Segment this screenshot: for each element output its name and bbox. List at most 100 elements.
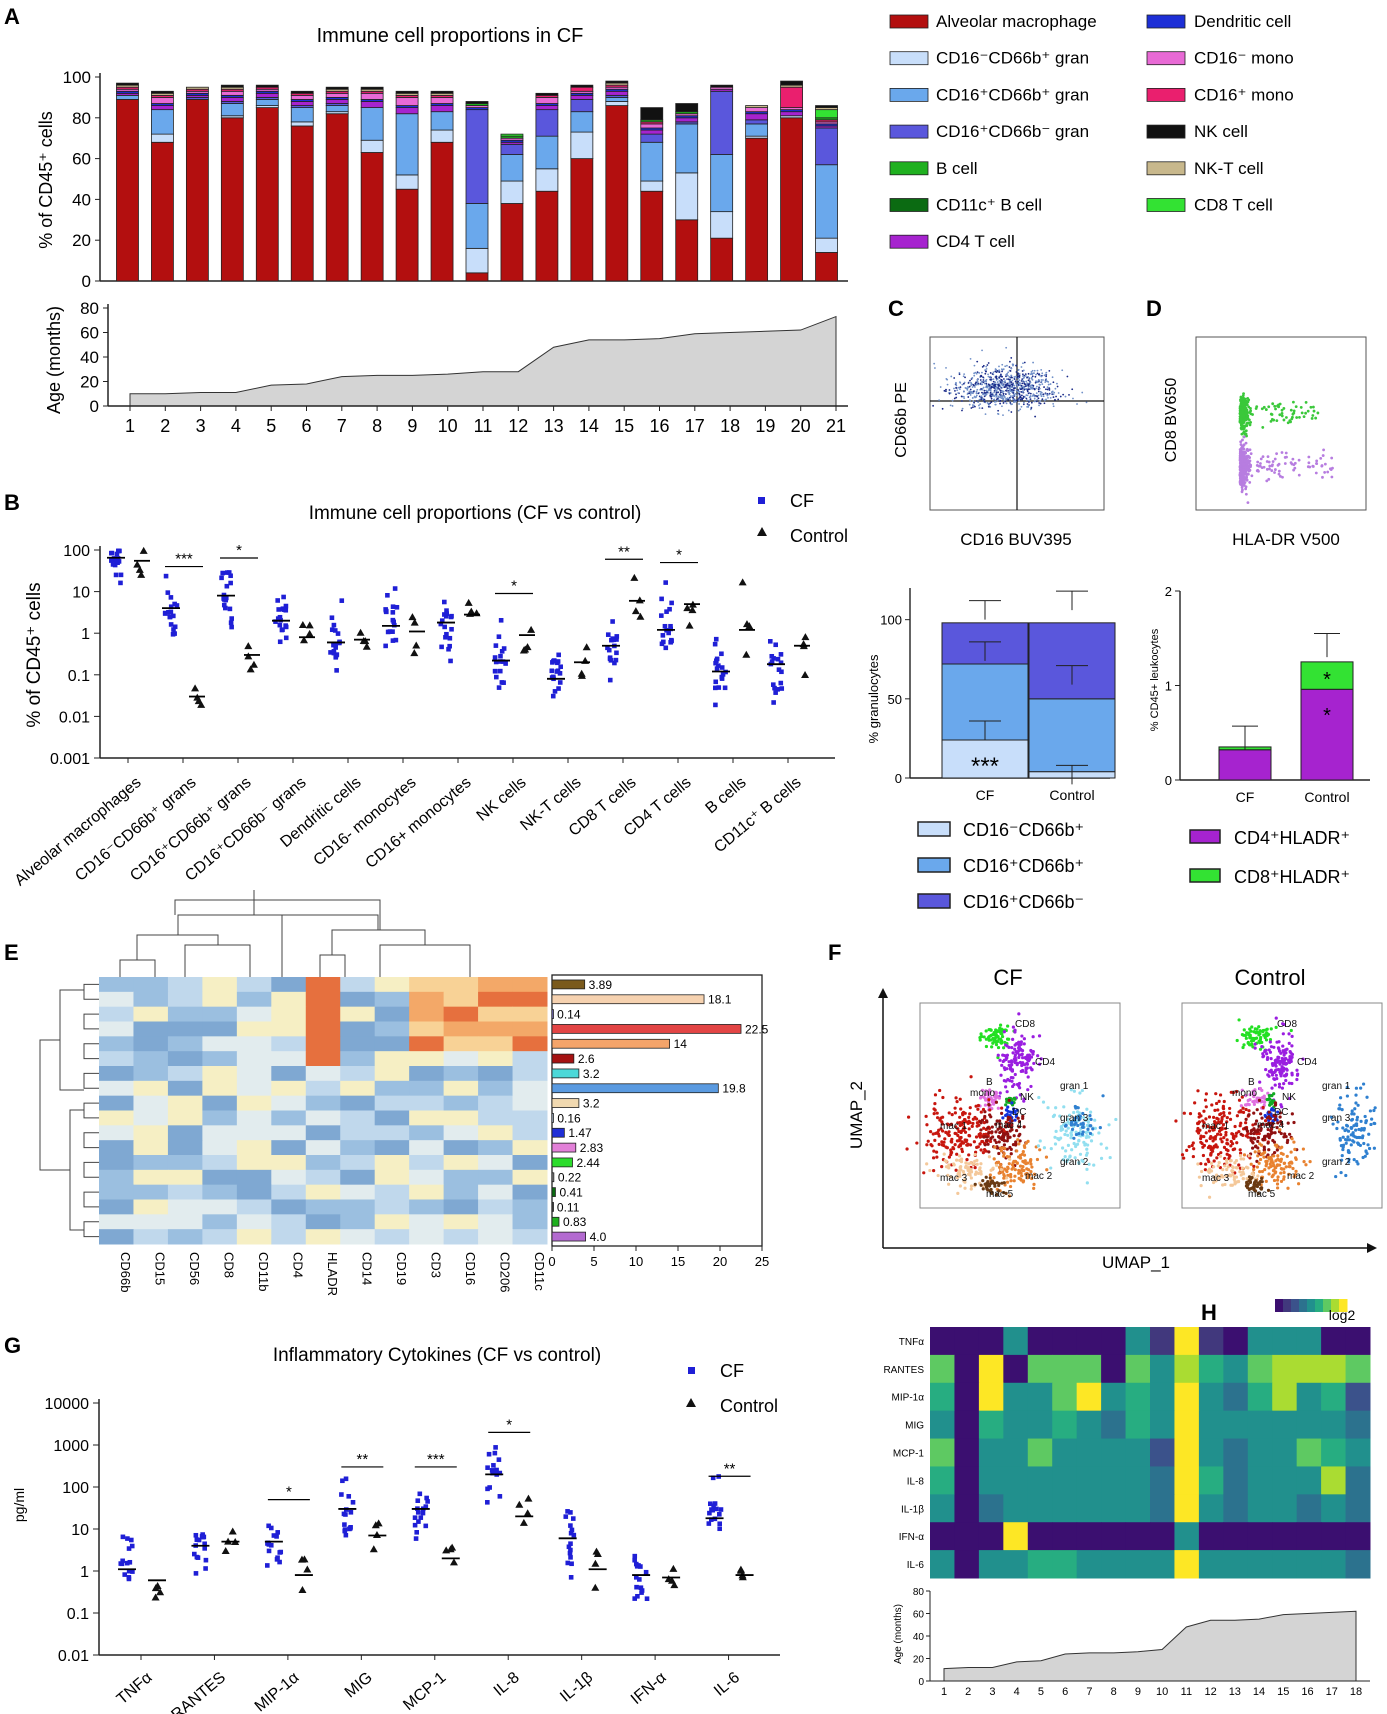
umap-point (1026, 1168, 1031, 1172)
heatmap-cell (202, 1140, 238, 1156)
umap-point (1272, 1045, 1276, 1049)
umap-point (1002, 1191, 1006, 1195)
legend-label: CD16⁻CD66b⁺ (963, 820, 1084, 840)
flow-event (1015, 400, 1017, 403)
flow-event (994, 387, 997, 389)
umap-point (992, 1031, 996, 1035)
umap-point (1282, 1135, 1286, 1139)
flow-event (1007, 391, 1010, 394)
flow-event (996, 370, 999, 372)
cf-point (281, 594, 286, 600)
umap-point (1077, 1111, 1082, 1115)
e-bar-label: 2.44 (576, 1156, 600, 1170)
umap-cluster-label: NK (1282, 1092, 1296, 1103)
flow-event-cd4 (1315, 462, 1319, 466)
umap-point (1066, 1157, 1070, 1162)
flow-event (987, 385, 990, 388)
flow-event-cd4 (1239, 449, 1243, 452)
dendrogram-branch (83, 983, 99, 1000)
heatmap-cell (478, 1006, 514, 1022)
cf-point (778, 652, 784, 657)
cf-point (633, 1575, 639, 1580)
flow-event (983, 389, 986, 392)
umap-point (976, 1145, 980, 1149)
flow-event-cd4 (1297, 458, 1301, 462)
heatmap-cell (478, 1214, 514, 1230)
heatmap-cell (133, 1125, 169, 1141)
cf-point (166, 609, 171, 615)
flow-event (1035, 387, 1037, 390)
flow-event (998, 369, 1001, 372)
flow-event (1004, 393, 1007, 395)
umap-point (1231, 1134, 1236, 1138)
flow-event (1028, 388, 1031, 391)
umap-point (947, 1111, 951, 1115)
cf-point (722, 685, 728, 691)
flow-event (1024, 385, 1027, 388)
legend-cf-marker (758, 497, 765, 504)
umap-point (1337, 1107, 1341, 1111)
heatmap-cell (409, 1095, 445, 1111)
umap-point (1066, 1133, 1070, 1137)
control-point (156, 1588, 165, 1596)
flow-event-cd4 (1307, 455, 1311, 459)
umap-point (962, 1125, 966, 1130)
umap-point (1005, 1139, 1009, 1143)
heatmap-cell (409, 1229, 445, 1245)
heatmap-cell (271, 1051, 307, 1067)
cf-point (415, 1510, 421, 1515)
flow-event-cd8 (1286, 421, 1290, 425)
cf-point (268, 1542, 274, 1548)
cf-point (168, 609, 174, 615)
dendrogram-branch (39, 1039, 70, 1171)
control-point (410, 618, 419, 626)
e-bar-label: 14 (674, 1037, 688, 1051)
flow-event-cd8 (1240, 407, 1244, 411)
flow-event (970, 407, 973, 409)
cf-point (500, 659, 506, 664)
umap-point (1225, 1141, 1229, 1146)
umap-point (1367, 1132, 1371, 1136)
flow-event-cd4 (1290, 462, 1294, 466)
umap-point (1015, 1051, 1020, 1055)
flow-event (1023, 388, 1026, 391)
heatmap-cell (236, 1080, 272, 1097)
heatmap-cell (99, 1036, 134, 1052)
cf-point (274, 1534, 279, 1539)
flow-event (1026, 382, 1028, 385)
flow-event-cd8 (1249, 412, 1253, 416)
flow-event (982, 376, 984, 379)
panel-c-bar-xtick-label: Control (1049, 787, 1094, 803)
umap-point (1008, 1129, 1012, 1133)
stack-segment (465, 247, 489, 274)
umap-point (1030, 1068, 1034, 1072)
umap-point (978, 1120, 983, 1124)
umap-point (1238, 1153, 1243, 1158)
flow-event (1002, 378, 1005, 380)
heatmap-cell (1272, 1410, 1298, 1440)
cf-point (713, 636, 719, 642)
cf-point (485, 1486, 490, 1492)
umap-point (1067, 1113, 1072, 1117)
cf-point (424, 1495, 429, 1501)
flow-event-cd8 (1242, 418, 1246, 422)
umap-point (999, 1149, 1004, 1153)
stack-segment (465, 272, 489, 282)
umap-point (1086, 1130, 1090, 1134)
flow-event (1039, 402, 1042, 405)
flow-event (993, 387, 996, 389)
umap-point (1207, 1170, 1211, 1174)
heatmap-cell (512, 1021, 548, 1037)
flow-event-cd4 (1250, 474, 1254, 478)
umap-point (1032, 1061, 1036, 1066)
heatmap-column-label: CD4 (291, 1252, 306, 1278)
cf-point (565, 1560, 571, 1566)
heatmap-cell (443, 1184, 479, 1200)
heatmap-cell (443, 1036, 479, 1052)
cf-point (110, 562, 116, 567)
flow-event (988, 404, 990, 406)
umap-point (1248, 1187, 1253, 1191)
umap-point (1266, 1122, 1270, 1126)
panel-a-xtick-label: 13 (544, 416, 564, 436)
umap-point (1345, 1094, 1349, 1098)
